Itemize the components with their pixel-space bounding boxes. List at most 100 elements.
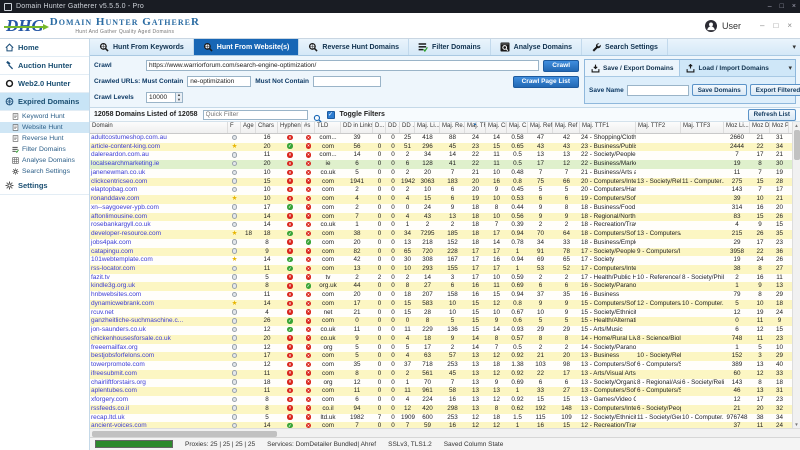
sidebar-item-settings[interactable]: Settings (0, 177, 89, 195)
favorite-circle-icon[interactable] (231, 213, 238, 219)
column-header-maj-tf[interactable]: Maj. TF ▲ (465, 122, 486, 133)
domain-link[interactable]: jon-saunders.co.uk (91, 326, 146, 334)
table-row[interactable]: clickcentricseo.com 15 × × com 1941 0 0 1942 3063… (90, 177, 792, 187)
favorite-circle-icon[interactable] (231, 239, 238, 245)
panel-caret-down-icon[interactable]: ▾ (788, 65, 792, 72)
domain-link[interactable]: elaptopbag.com (91, 186, 138, 194)
scroll-up-icon[interactable]: ▲ (794, 123, 799, 128)
table-row[interactable]: rosebankargyll.co.uk 14 × × co.uk 1 0 0 1 2 2 18 7 0.… (90, 221, 792, 231)
table-row[interactable]: elaptopbag.com 10 × × com 2 0 0 2 10 6 20 9 0.45 5 5 20 … (90, 186, 792, 196)
favorite-star-icon[interactable]: ★ (231, 299, 238, 307)
domain-link[interactable]: hnbwebsites.com (91, 291, 142, 299)
column-header-maj-cf[interactable]: Maj. CF (486, 122, 507, 133)
column-header-maj-ref-subnets[interactable]: Maj. Ref Su... (553, 122, 580, 133)
tab-hunt-from-website-s[interactable]: Hunt From Website(s) (193, 39, 300, 55)
domain-link[interactable]: ganzheitliche-suchmaschine.c... (91, 317, 184, 325)
maximize-icon[interactable]: □ (773, 21, 779, 30)
sidebar-item-auction-hunter[interactable]: Auction Hunter (0, 57, 89, 75)
table-row[interactable]: chickenhousesforsale.co.uk 20 × × co.uk 9 0 0 4 1… (90, 334, 792, 344)
table-row[interactable]: ronanddave.com ★ 10 × × com 4 0 0 4 15 6 19 10 0.53 6 6 1… (90, 195, 792, 204)
column-header-age[interactable]: Age (241, 122, 256, 133)
favorite-circle-icon[interactable] (231, 379, 238, 385)
domain-link[interactable]: fazit.tv (91, 273, 110, 281)
table-row[interactable]: rss-locator.com 11 ✓ × com 13 0 0 10 293 155 17 17 1 5… (90, 265, 792, 274)
table-row[interactable]: localsearchmarketing.ie 20 × × ie 6 0 0 6 128 41 22… (90, 160, 792, 169)
tab-hunt-from-keywords[interactable]: Hunt From Keywords (90, 39, 194, 55)
favorite-circle-icon[interactable] (231, 178, 238, 184)
domain-link[interactable]: aftonlimousine.com (91, 212, 147, 220)
favorite-circle-icon[interactable] (231, 186, 238, 193)
column-header-moz-pa[interactable]: Moz PA (770, 122, 789, 133)
tab-reverse-hunt-domains[interactable]: Reverse Hunt Domains (299, 39, 410, 55)
table-row[interactable]: xforgery.com 8 × × com 6 0 0 4 224 16 13 12 0.92 15 15 1… (90, 396, 792, 405)
sidebar-item-expired-domains[interactable]: Expired Domains (0, 93, 89, 111)
domain-link[interactable]: rssfeeds.co.il (91, 404, 129, 412)
table-row[interactable]: freeemailfax.org 12 × × org 5 0 0 5 17 2 14 7 0.5 2 2 14… (90, 343, 792, 353)
column-header-maj-ttf1[interactable]: Maj. TTF1 (580, 122, 636, 133)
column-header-hyphen[interactable]: Hyphen (278, 122, 302, 133)
favorite-circle-icon[interactable] (231, 160, 238, 167)
sidebar-item-home[interactable]: Home (0, 39, 89, 57)
favorite-star-icon[interactable]: ★ (231, 230, 238, 238)
column-header-moz-da[interactable]: Moz DA (750, 122, 770, 133)
domain-link[interactable]: article-content-king.com (91, 142, 160, 150)
domain-link[interactable]: xforgery.com (91, 396, 129, 404)
favorite-circle-icon[interactable] (231, 283, 238, 289)
search-icon[interactable] (313, 110, 322, 123)
domain-link[interactable]: rosebankargyll.co.uk (91, 221, 151, 229)
tab-filter-domains[interactable]: Filter Domains (409, 39, 491, 55)
table-row[interactable]: kindle3g.org.uk 8 × ✓ org.uk 44 0 0 8 27 6 16 11 0.69… (90, 282, 792, 292)
toggle-filters-checkbox[interactable]: ✓ (326, 110, 335, 119)
table-row[interactable]: janenewman.co.uk 10 × × co.uk 5 0 0 2 20 7 21 10 0.48… (90, 168, 792, 178)
crawl-levels-stepper[interactable]: ▲ ▼ (176, 92, 183, 103)
table-row[interactable]: fazit.tv 5 × × tv 2 2 0 2 14 3 17 10 0.59 2 2 17 - Healt… (90, 273, 792, 283)
horizontal-scrollbar-thumb[interactable] (92, 430, 277, 437)
tab-search-settings[interactable]: Search Settings (582, 39, 668, 55)
sidebar-item-web2-0-hunter[interactable]: Web2.0 Hunter (0, 75, 89, 93)
save-name-input[interactable] (626, 84, 689, 96)
stepper-down-icon[interactable]: ▼ (176, 96, 182, 102)
table-row[interactable]: aftonlimousine.com 14 × × com 7 0 0 4 43 13 18 10 0.5… (90, 212, 792, 222)
column-header-maj-ttf2[interactable]: Maj. TTF2 (636, 122, 681, 133)
table-row[interactable]: catapingu.com 9 × × com 82 0 0 65 720 228 17 17 1 91 78… (90, 247, 792, 257)
favorite-circle-icon[interactable] (231, 405, 238, 411)
favorite-circle-icon[interactable] (231, 396, 238, 403)
column-header-maj-ttf3[interactable]: Maj. TTF3 (681, 122, 724, 133)
domain-link[interactable]: rss-locator.com (91, 265, 136, 273)
maximize-icon[interactable]: □ (779, 3, 784, 10)
table-row[interactable]: article-content-king.com ★ 20 ✓ × com 56 0 0 51 29… (90, 142, 792, 152)
column-header-maj-refs[interactable]: Maj. Re... (440, 122, 465, 133)
stepper-up-icon[interactable]: ▲ (176, 92, 182, 98)
column-header-dd-in-links[interactable]: DD in Links (341, 122, 373, 133)
column-header-numbers[interactable]: #s (302, 122, 315, 133)
favorite-circle-icon[interactable] (231, 248, 238, 254)
sidebar-subitem-search-settings[interactable]: Search Settings (0, 166, 89, 177)
crawl-levels-input[interactable] (146, 92, 176, 103)
domain-link[interactable]: xn--saygoever-ypb.com (91, 203, 159, 211)
column-header-tld[interactable]: TLD (315, 122, 341, 133)
column-header-maj-links[interactable]: Maj. Li... (415, 122, 440, 133)
tab-load-import-domains[interactable]: Load / Import Domains (680, 60, 774, 76)
domain-link[interactable]: kindle3g.org.uk (91, 282, 136, 290)
domain-link[interactable]: chairliftforstairs.org (91, 378, 146, 386)
favorite-circle-icon[interactable] (231, 422, 238, 429)
domain-link[interactable]: dalereardon.com.au (91, 151, 149, 159)
sidebar-subitem-reverse-hunt[interactable]: Reverse Hunt (0, 133, 89, 144)
table-row[interactable]: xn--saygoever-ypb.com 17 ✓ × com 2 0 0 0 24 9 18 8 0.… (90, 203, 792, 213)
table-row[interactable]: rcuv.net 4 × × net 21 0 0 15 28 10 15 10 0.67 10 9 15 - … (90, 308, 792, 318)
column-header-dd-3[interactable]: DD ... (386, 122, 400, 133)
table-row[interactable]: ancient-voices.com 14 ✓ × com 7 0 0 7 59 16 12 12 1 16… (90, 422, 792, 431)
domain-link[interactable]: dynamicwebrank.com (91, 299, 154, 307)
column-header-maj-ref-ips[interactable]: Maj. Ref IPs (528, 122, 553, 133)
domain-link[interactable]: bestjobsforfelons.com (91, 352, 155, 360)
domain-link[interactable]: ifreesubmit.com (91, 369, 137, 377)
favorite-circle-icon[interactable] (231, 318, 238, 324)
domain-link[interactable]: ronanddave.com (91, 195, 140, 203)
favorite-circle-icon[interactable] (231, 221, 238, 228)
user-label[interactable]: User (722, 20, 742, 31)
must-contain-input[interactable] (187, 76, 252, 87)
domain-link[interactable]: clickcentricseo.com (91, 177, 148, 185)
table-row[interactable]: dalereardon.com.au 11 × × com... 14 0 0 2 34 14 22 1… (90, 151, 792, 161)
domain-link[interactable]: towerpromote.com (91, 361, 145, 369)
domain-link[interactable]: freeemailfax.org (91, 343, 138, 351)
